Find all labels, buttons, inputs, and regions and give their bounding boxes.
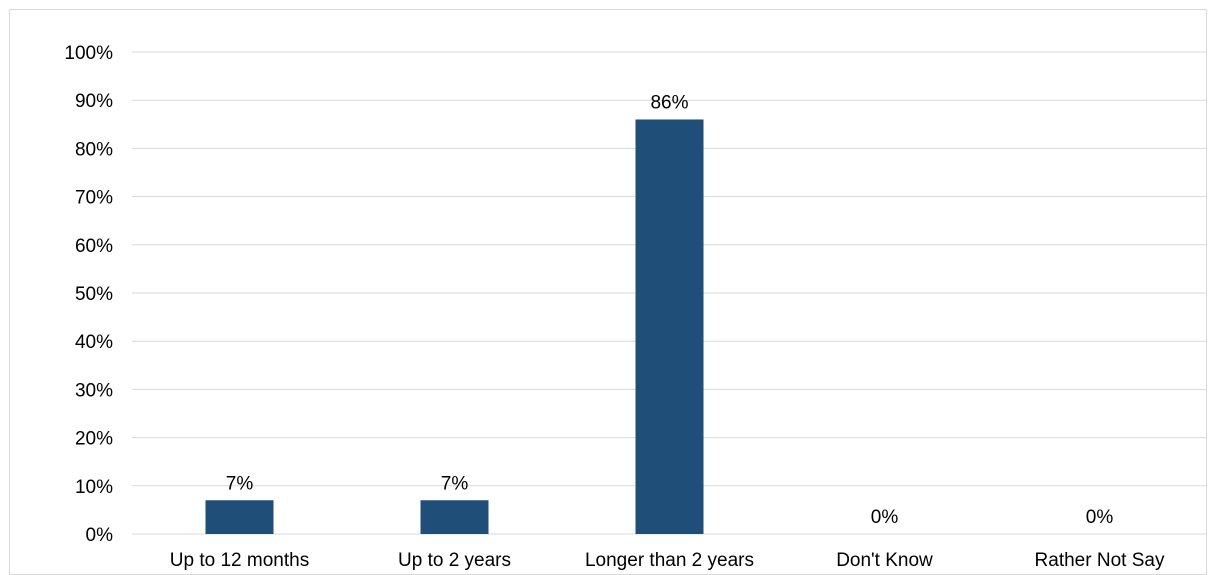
- y-tick-label: 50%: [75, 284, 113, 305]
- bar: [205, 500, 274, 534]
- category-label: Up to 12 months: [170, 550, 309, 571]
- data-label: 0%: [871, 507, 899, 528]
- y-tick-label: 20%: [75, 429, 113, 450]
- y-axis-tick-labels: 0% 10% 20% 30% 40% 50% 60% 70% 80% 90% 100%: [64, 43, 113, 546]
- bars: [205, 119, 704, 534]
- data-label: 7%: [441, 473, 469, 494]
- y-tick-label: 60%: [75, 236, 113, 257]
- category-label: Don't Know: [836, 550, 933, 571]
- y-tick-label: 40%: [75, 332, 113, 353]
- category-label: Longer than 2 years: [585, 550, 754, 571]
- category-label: Rather Not Say: [1035, 550, 1165, 571]
- bar: [635, 119, 704, 534]
- y-tick-label: 70%: [75, 188, 113, 209]
- data-label: 86%: [650, 92, 688, 113]
- data-label: 7%: [226, 473, 254, 494]
- y-tick-label: 90%: [75, 91, 113, 112]
- y-tick-label: 100%: [64, 43, 113, 64]
- chart-frame: [9, 9, 1207, 575]
- x-axis-category-labels: Up to 12 months Up to 2 years Longer than …: [170, 550, 1165, 571]
- data-label: 0%: [1086, 507, 1114, 528]
- category-label: Up to 2 years: [398, 550, 511, 571]
- data-labels: 7% 7% 86% 0% 0%: [226, 92, 1114, 528]
- y-tick-label: 80%: [75, 139, 113, 160]
- bar: [420, 500, 489, 534]
- y-tick-label: 0%: [86, 525, 114, 546]
- y-tick-label: 10%: [75, 477, 113, 498]
- y-tick-label: 30%: [75, 380, 113, 401]
